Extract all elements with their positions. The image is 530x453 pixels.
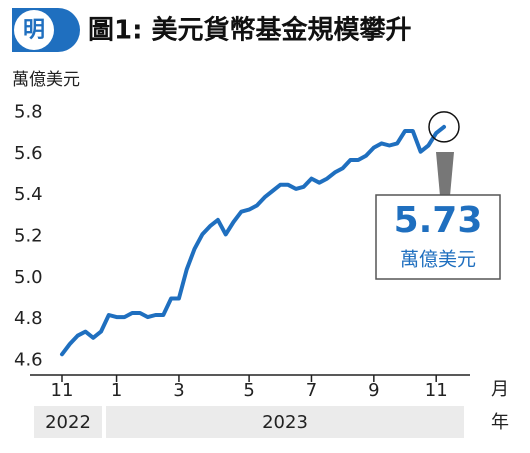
year-label: 2022 (45, 412, 91, 433)
x-tick-label: 1 (111, 380, 122, 401)
callout-box (375, 194, 501, 280)
highlight-circle (428, 111, 460, 143)
callout-pointer (436, 152, 454, 196)
callout-value: 5.73 (394, 200, 483, 241)
chart-title: 圖1: 美元貨幣基金規模攀升 (88, 15, 412, 46)
logo: 明 (23, 18, 45, 43)
y-axis-label: 萬億美元 (12, 70, 80, 90)
y-tick-label: 5.4 (14, 184, 43, 205)
y-tick-label: 4.8 (14, 308, 43, 329)
x-unit: 月 (491, 379, 509, 400)
callout-unit: 萬億美元 (400, 249, 476, 271)
y-tick-label: 5.2 (14, 225, 43, 246)
x-tick-label: 11 (425, 380, 448, 401)
y-tick-label: 5.6 (14, 143, 43, 164)
year-band (34, 406, 102, 438)
year-label: 2023 (262, 412, 308, 433)
year-band (106, 406, 464, 438)
x-tick-label: 11 (51, 380, 74, 401)
x-tick-label: 9 (368, 380, 379, 401)
logo-circle (14, 10, 54, 50)
x-tick-label: 3 (173, 380, 184, 401)
line (60, 124, 446, 357)
x-tick-label: 5 (243, 380, 254, 401)
x-tick-label: 7 (306, 380, 317, 401)
y-tick-label: 4.6 (14, 350, 43, 371)
x-group-unit: 年 (491, 412, 509, 433)
y-tick-label: 5.0 (14, 267, 43, 288)
y-tick-label: 5.8 (14, 101, 43, 122)
